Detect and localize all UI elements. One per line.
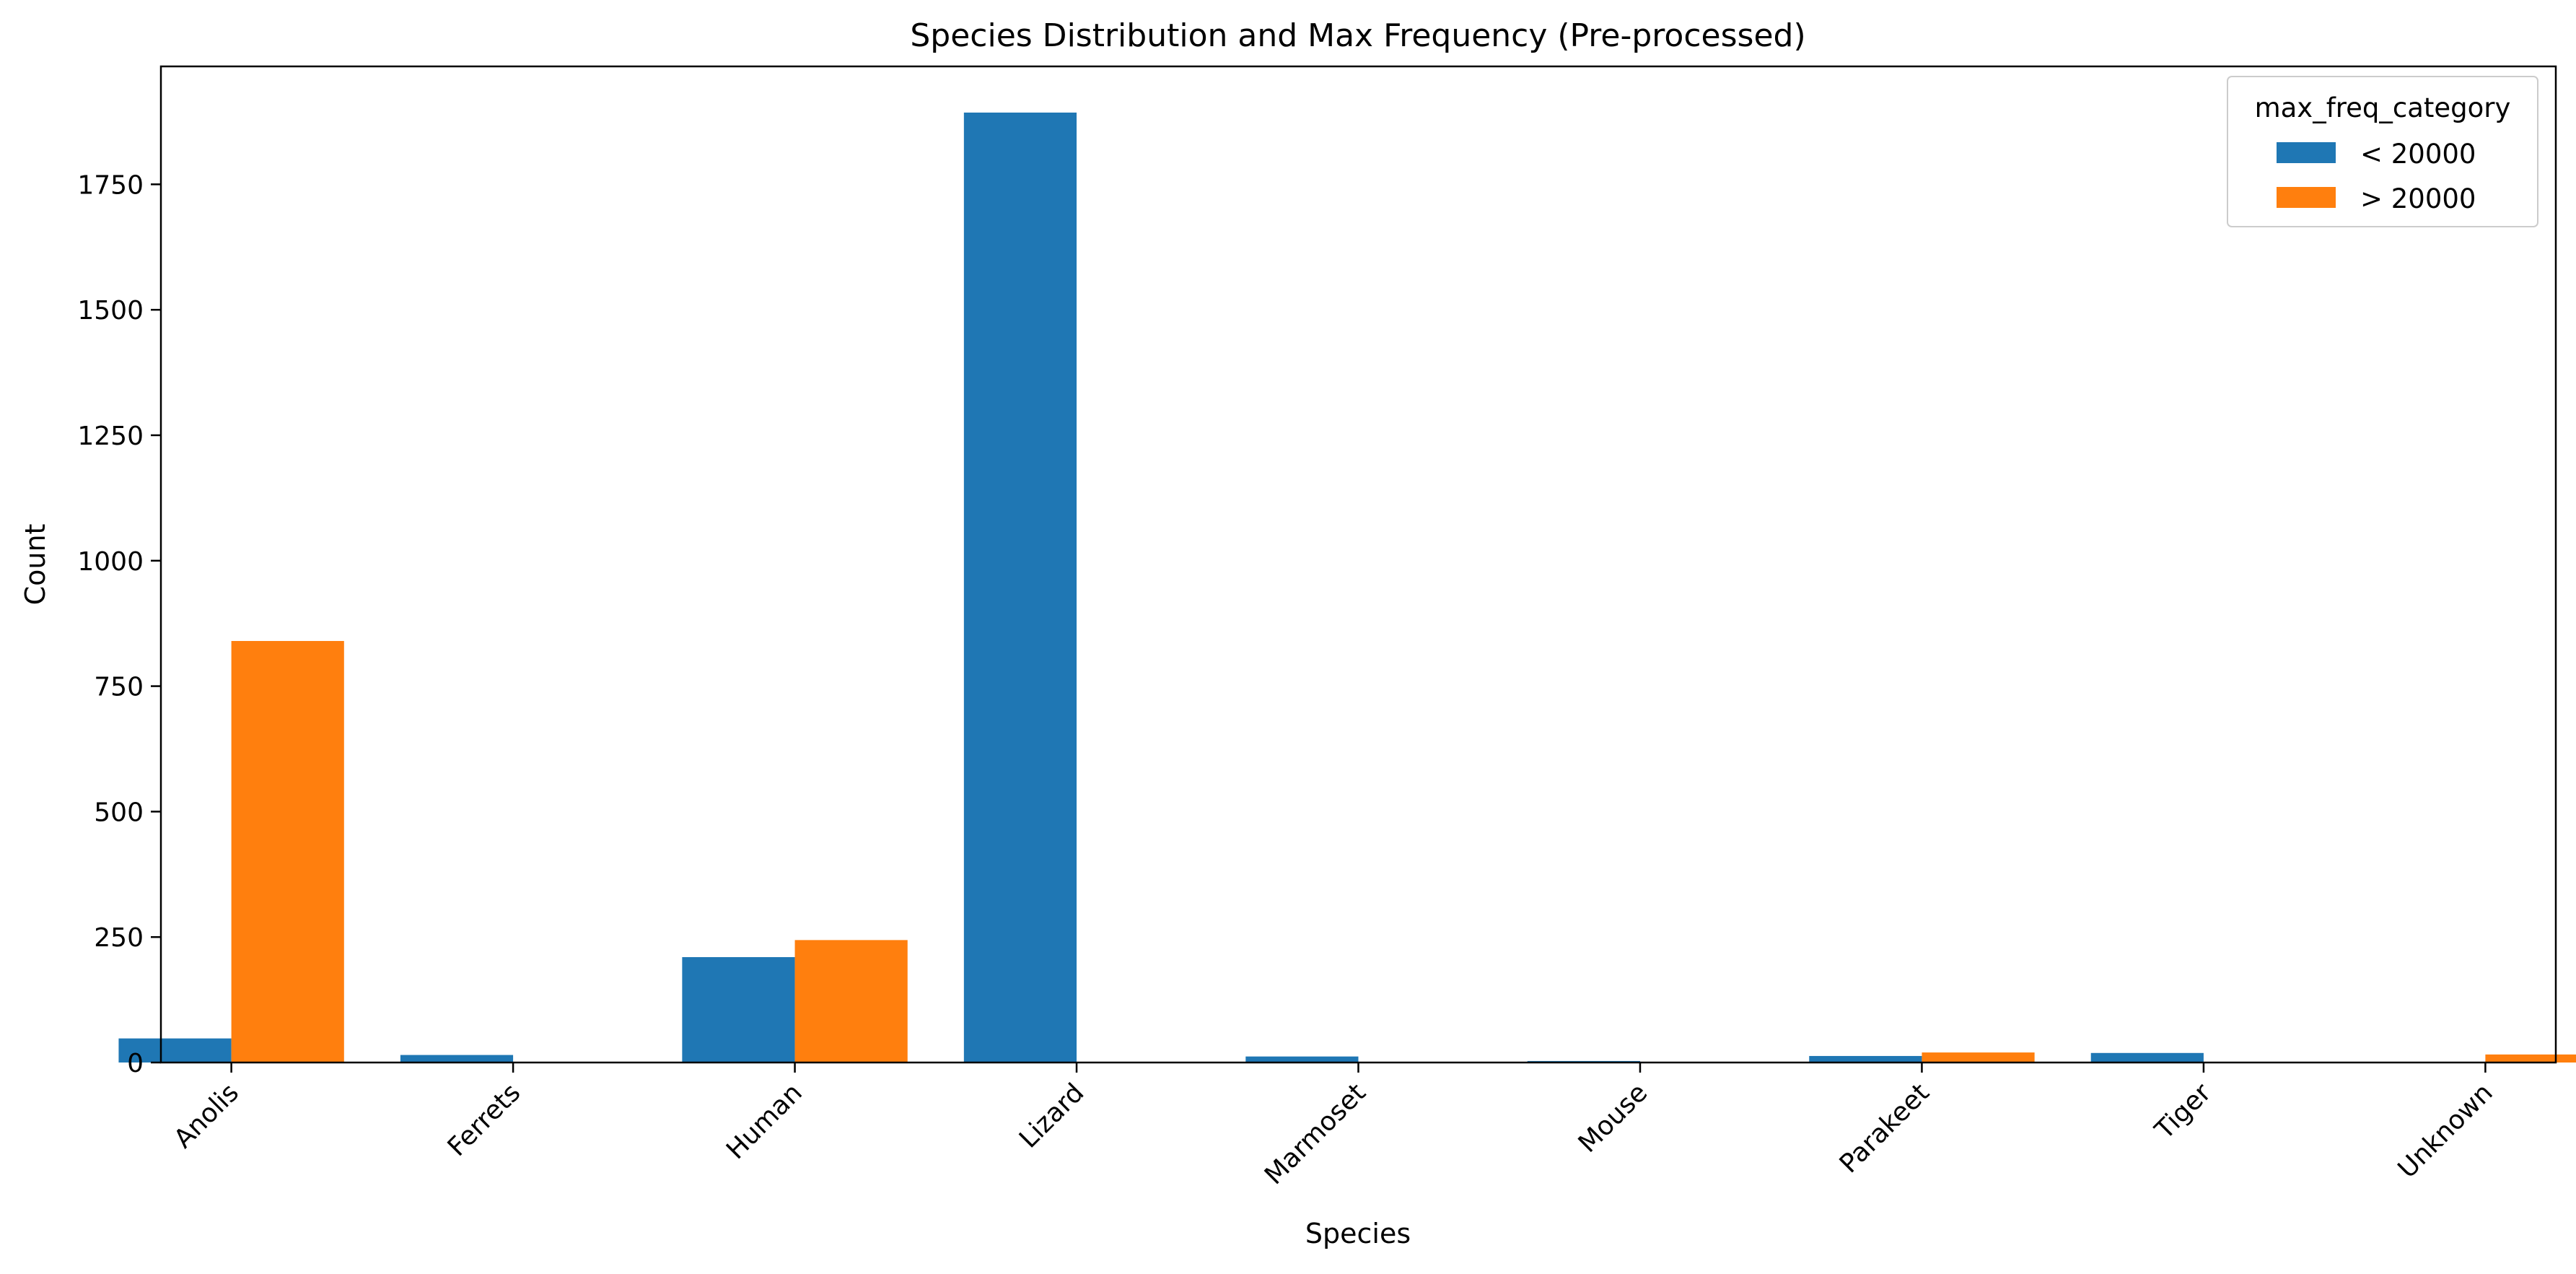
y-axis: 0 250 500 750 1000 1250 1500 1750 [77, 170, 161, 1078]
bar-unknown-series-2 [2485, 1054, 2576, 1063]
y-tick-label: 0 [127, 1049, 144, 1078]
plot-frame [159, 65, 2557, 1064]
bars-group [118, 112, 2576, 1063]
legend-swatch-series-1 [2277, 142, 2336, 163]
bar-lizard-series-1 [963, 112, 1077, 1063]
legend: max_freq_category < 20000 > 20000 [2227, 76, 2538, 227]
legend-title: max_freq_category [2255, 92, 2511, 123]
y-tick-label: 500 [94, 798, 144, 827]
y-tick-label: 750 [94, 673, 144, 702]
bar-ferrets-series-1 [400, 1055, 514, 1063]
bar-parakeet-series-1 [1809, 1055, 1922, 1063]
bar-anolis-series-1 [118, 1038, 232, 1063]
legend-label-series-1: < 20000 [2360, 139, 2476, 170]
y-tick-label: 1000 [77, 547, 144, 577]
bar-parakeet-series-2 [1922, 1052, 2035, 1063]
y-tick-label: 1750 [77, 170, 144, 200]
legend-swatch-series-2 [2277, 187, 2336, 208]
y-axis-label: Count [19, 524, 51, 606]
x-axis-label: Species [1305, 1218, 1411, 1249]
bar-tiger-series-1 [2090, 1052, 2204, 1063]
y-tick-label: 250 [94, 923, 144, 953]
y-tick-label: 1500 [77, 296, 144, 326]
y-tick-label: 1250 [77, 422, 144, 451]
bar-human-series-2 [794, 940, 908, 1063]
bar-human-series-1 [682, 957, 795, 1063]
bar-anolis-series-2 [231, 641, 344, 1063]
bar-marmoset-series-1 [1245, 1056, 1359, 1063]
legend-label-series-2: > 20000 [2360, 183, 2476, 214]
chart-title: Species Distribution and Max Frequency (… [910, 17, 1805, 54]
